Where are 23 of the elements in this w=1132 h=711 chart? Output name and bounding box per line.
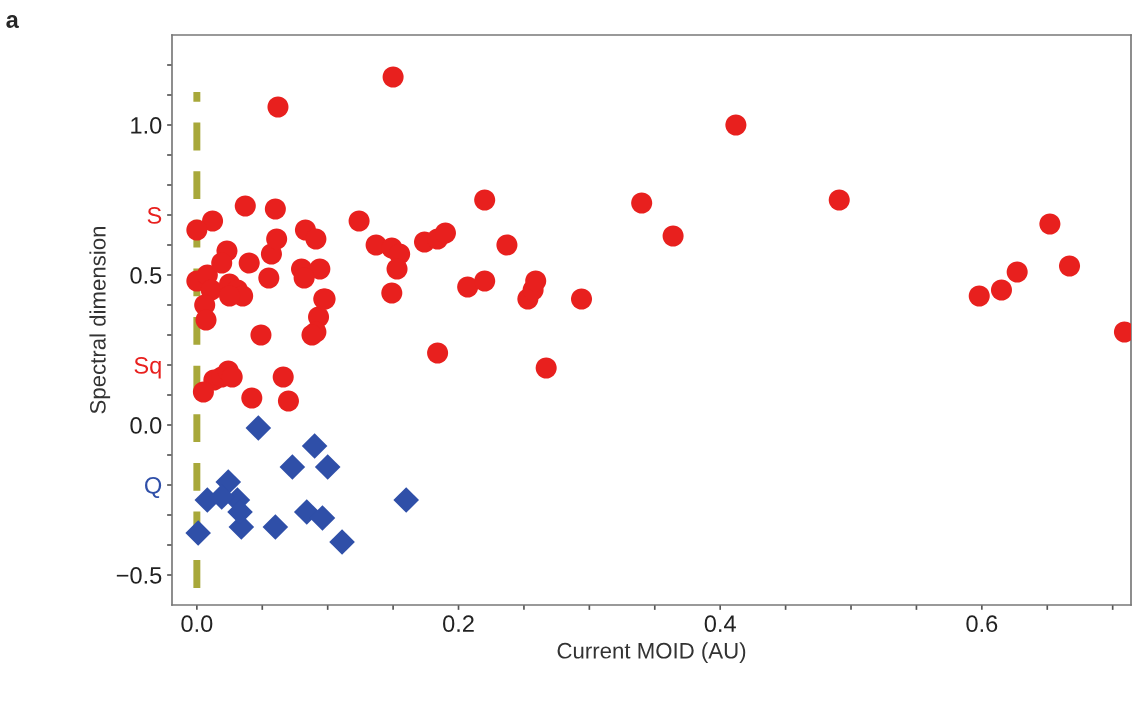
text: a [6, 15, 19, 29]
y-axis-title: Spectral dimension [89, 226, 111, 414]
y-tick-label: Q [145, 477, 162, 499]
point [314, 454, 341, 480]
y-tick-label: 1.0 [131, 117, 162, 134]
x-tick-label: 0.4 [704, 615, 736, 633]
y-tick-label: 0.0 [130, 417, 162, 434]
point [262, 514, 289, 540]
y-tick-label: −0.5 [116, 567, 162, 584]
y-tick-label: 0.5 [130, 267, 162, 284]
x-tick-label: 0.6 [966, 615, 998, 633]
x-axis-title: Current MOID (AU) [557, 642, 746, 663]
y-tick-label: S [147, 207, 162, 224]
point [393, 487, 419, 513]
point [279, 454, 306, 480]
x-tick-label: 0.2 [443, 615, 474, 633]
y-tick-label: Sq [134, 357, 161, 379]
point [245, 415, 272, 441]
point [301, 433, 328, 459]
point [329, 529, 355, 555]
point [309, 505, 336, 531]
x-tick-label: 0.0 [181, 615, 213, 633]
point [185, 520, 211, 546]
